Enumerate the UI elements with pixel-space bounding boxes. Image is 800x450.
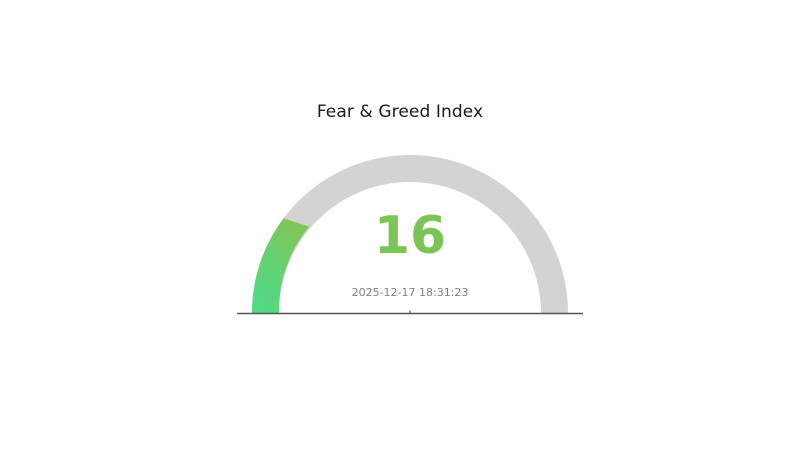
gauge-track-arc [252,155,568,313]
gauge-timestamp-label: 2025-12-17 18:31:23 [351,286,469,299]
gauge-value-label: 16 [373,206,447,266]
gauge-svg [237,155,583,315]
page-title: Fear & Greed Index [316,102,484,122]
gauge-value-arc [252,218,310,313]
fear-greed-gauge: 16 2025-12-17 18:31:23 [237,147,583,319]
